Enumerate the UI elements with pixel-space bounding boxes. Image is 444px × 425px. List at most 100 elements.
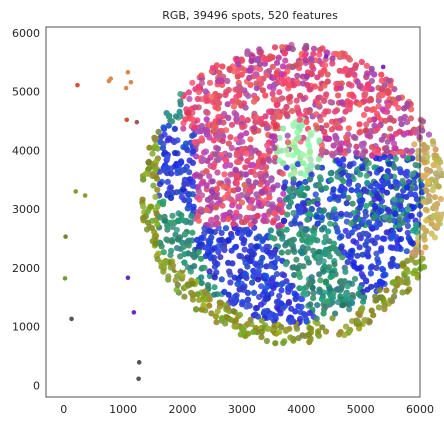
x-tick-label: 2000 bbox=[169, 403, 197, 416]
spot-point bbox=[418, 182, 425, 189]
spot-point bbox=[285, 249, 292, 256]
spot-point bbox=[228, 121, 236, 128]
spot-point bbox=[196, 296, 203, 303]
spot-point bbox=[389, 244, 396, 251]
spot-point bbox=[410, 227, 417, 234]
spot-point bbox=[213, 185, 220, 192]
spot-point bbox=[250, 267, 257, 274]
spot-point bbox=[156, 181, 164, 188]
spot-point bbox=[215, 220, 222, 227]
spot-point bbox=[371, 122, 378, 129]
spot-point bbox=[153, 232, 160, 239]
spot-point bbox=[392, 211, 399, 218]
spot-point bbox=[371, 202, 378, 210]
spot-point bbox=[204, 244, 211, 251]
spot-point bbox=[316, 51, 323, 58]
spot-point bbox=[325, 228, 332, 235]
spot-point bbox=[243, 171, 250, 178]
spot-point bbox=[197, 240, 204, 248]
spot-point bbox=[218, 276, 225, 283]
spot-point bbox=[307, 132, 315, 139]
spot-point bbox=[404, 155, 411, 162]
outlier-point bbox=[136, 360, 142, 365]
spot-point bbox=[389, 134, 396, 141]
spot-point bbox=[324, 298, 331, 305]
spot-point bbox=[397, 168, 405, 176]
spot-point bbox=[148, 203, 155, 210]
spot-point bbox=[314, 200, 321, 208]
spot-point bbox=[208, 188, 216, 195]
spot-point bbox=[339, 68, 346, 75]
spot-point bbox=[227, 134, 234, 141]
spot-point bbox=[348, 82, 355, 89]
spot-point bbox=[300, 285, 307, 292]
spot-point bbox=[154, 186, 161, 193]
spot-point bbox=[426, 197, 433, 204]
spot-point bbox=[219, 245, 226, 252]
spot-point bbox=[188, 213, 195, 220]
spot-point bbox=[184, 281, 191, 288]
spot-point bbox=[250, 289, 258, 296]
spot-point bbox=[383, 287, 390, 294]
spot-point bbox=[307, 301, 314, 308]
spot-point bbox=[154, 221, 161, 228]
spot-point bbox=[371, 213, 379, 220]
spot-point bbox=[313, 315, 320, 322]
spot-point bbox=[422, 244, 429, 251]
spot-point bbox=[203, 97, 210, 104]
spot-point bbox=[384, 168, 391, 175]
spot-point bbox=[152, 135, 159, 142]
spot-point bbox=[234, 229, 242, 236]
spot-point bbox=[226, 268, 233, 275]
spot-point bbox=[214, 145, 222, 152]
spot-point bbox=[276, 197, 283, 204]
outlier-point bbox=[380, 64, 386, 70]
spot-point bbox=[318, 214, 326, 221]
spot-point bbox=[338, 140, 345, 147]
spot-point bbox=[264, 248, 271, 255]
spot-point bbox=[241, 219, 248, 226]
spot-point bbox=[325, 264, 333, 271]
spot-point bbox=[356, 244, 363, 251]
spot-point bbox=[256, 119, 263, 126]
spot-point bbox=[272, 340, 279, 347]
spot-point bbox=[246, 74, 253, 81]
spot-point bbox=[164, 137, 171, 144]
spot-point bbox=[363, 172, 370, 179]
spot-point bbox=[194, 95, 201, 103]
spot-point bbox=[358, 271, 365, 278]
spot-point bbox=[338, 210, 345, 217]
spot-point bbox=[253, 71, 260, 78]
spot-point bbox=[248, 242, 255, 249]
spot-point bbox=[386, 153, 394, 160]
spot-point bbox=[355, 223, 362, 230]
x-axis: 0 1000 2000 3000 4000 5000 6000 bbox=[60, 403, 434, 416]
spot-point bbox=[210, 123, 217, 130]
spot-point bbox=[224, 77, 231, 85]
spot-point bbox=[361, 317, 368, 324]
spot-point bbox=[204, 196, 211, 203]
spot-point bbox=[385, 102, 392, 109]
spot-point bbox=[401, 105, 408, 112]
spot-point bbox=[403, 248, 410, 255]
spot-point bbox=[164, 226, 171, 233]
spot-point bbox=[423, 166, 430, 173]
spot-point bbox=[149, 170, 156, 178]
spot-point bbox=[298, 296, 306, 303]
spot-point bbox=[203, 182, 210, 189]
spot-point bbox=[230, 187, 238, 194]
spot-point bbox=[382, 271, 389, 278]
spot-point bbox=[287, 334, 294, 341]
spot-point bbox=[244, 50, 251, 58]
spot-point bbox=[233, 292, 240, 299]
spot-point bbox=[294, 265, 301, 272]
spot-point bbox=[329, 152, 336, 159]
spot-point bbox=[404, 288, 411, 295]
spot-point bbox=[171, 138, 178, 146]
spot-point bbox=[302, 227, 310, 234]
hole-marker bbox=[175, 265, 181, 271]
spot-point bbox=[300, 160, 307, 167]
spot-point bbox=[269, 219, 277, 226]
spot-point bbox=[189, 132, 196, 139]
spot-point bbox=[161, 260, 168, 267]
